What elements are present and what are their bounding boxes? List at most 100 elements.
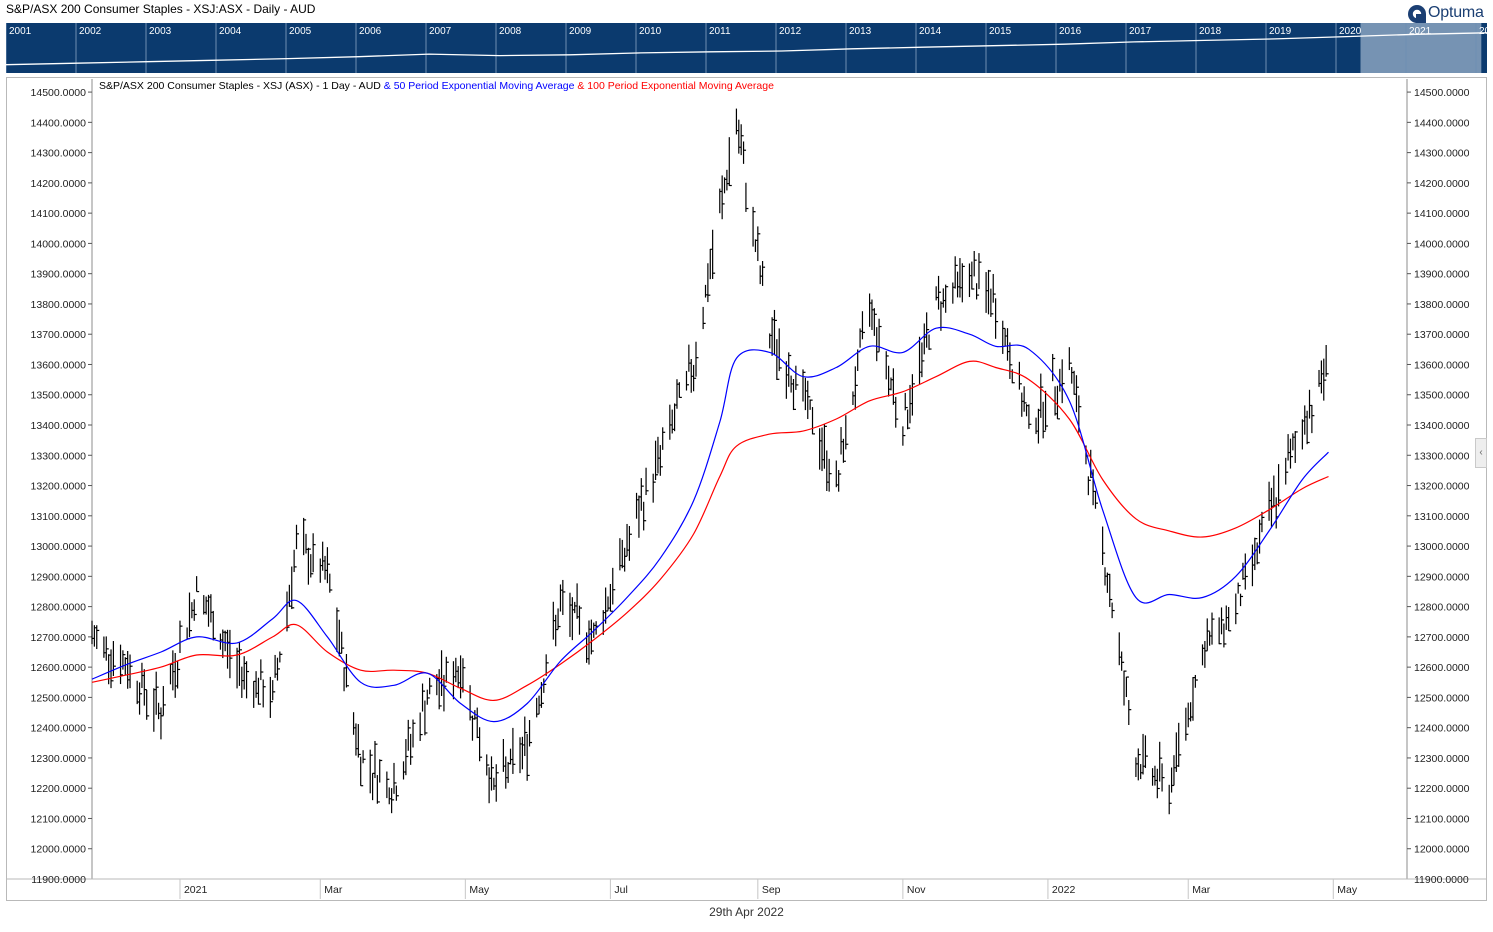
price-bar	[303, 517, 307, 556]
y-tick-label-right: 12100.0000	[1414, 813, 1470, 825]
y-tick-label-right: 13200.0000	[1414, 481, 1470, 493]
price-bar	[1128, 700, 1132, 726]
price-bar	[310, 554, 314, 578]
price-bar	[557, 608, 561, 630]
price-bar	[809, 399, 813, 410]
price-bar	[842, 438, 846, 463]
y-tick-label-left: 13900.0000	[31, 269, 87, 281]
y-tick-label-right: 13600.0000	[1414, 359, 1470, 371]
y-cut-label-left: 11900.0000	[31, 874, 86, 886]
price-bar	[1218, 617, 1222, 645]
overview-year-label: 2016	[1059, 26, 1082, 37]
price-bar	[1277, 464, 1282, 507]
price-bar	[590, 619, 594, 655]
overview-year-label: 2003	[149, 26, 172, 37]
price-bar	[1161, 763, 1165, 792]
y-tick-label-right: 14200.0000	[1414, 178, 1470, 190]
price-bar	[386, 771, 390, 799]
overview-year-label: 2019	[1269, 26, 1292, 37]
overview-year-label: 2020	[1339, 26, 1362, 37]
price-bar	[745, 182, 749, 212]
y-tick-label-left: 13700.0000	[31, 329, 87, 341]
price-bar	[257, 677, 261, 705]
y-tick-label-left: 12700.0000	[31, 632, 87, 644]
price-bar	[757, 226, 761, 262]
overview-year-label: 2013	[849, 26, 872, 37]
price-bar	[605, 587, 609, 624]
price-bar	[707, 263, 711, 303]
y-tick-label-right: 13900.0000	[1414, 269, 1470, 281]
price-bar	[578, 605, 582, 635]
price-bar	[1023, 386, 1027, 412]
overview-navigator[interactable]: 2001 2002 2003 2004 2005 2006 2007 2008 2009 2010…	[6, 23, 1487, 73]
price-bar	[1220, 607, 1225, 635]
x-tick-label: May	[1337, 884, 1358, 896]
price-bar	[1061, 359, 1065, 404]
y-tick-label-left: 12300.0000	[31, 753, 87, 765]
price-bar	[807, 380, 811, 420]
y-tick-label-left: 13200.0000	[31, 481, 87, 493]
price-bar	[685, 370, 689, 391]
price-bar	[961, 263, 965, 303]
price-bar	[391, 788, 395, 814]
overview-year-label: 2007	[429, 26, 452, 37]
price-bar	[1270, 487, 1274, 527]
price-bar	[412, 719, 416, 748]
overview-year-label: 2021	[1409, 26, 1432, 37]
price-bar	[973, 250, 977, 277]
price-bar	[1323, 358, 1327, 401]
price-bar	[761, 261, 766, 286]
price-bar	[612, 567, 616, 605]
price-bar	[536, 697, 540, 718]
price-bar	[1294, 431, 1298, 463]
price-bar	[419, 712, 423, 741]
price-bar	[495, 764, 499, 802]
price-bar	[911, 374, 915, 416]
y-tick-label-right: 13100.0000	[1414, 511, 1470, 523]
price-bar	[1223, 623, 1227, 648]
price-bar	[393, 762, 397, 794]
collapse-panel-button[interactable]: ‹	[1475, 438, 1487, 468]
price-bar	[1044, 390, 1049, 431]
overview-background	[6, 23, 1487, 73]
price-bar	[1137, 748, 1141, 781]
price-chart[interactable]: 12000.0000 12000.0000 12100.0000 12100.0000…	[0, 0, 1493, 905]
price-bar	[336, 607, 340, 653]
price-bar	[96, 625, 100, 650]
price-bar	[490, 756, 494, 791]
price-bar	[429, 677, 433, 695]
price-bar	[1178, 722, 1182, 767]
price-bar	[1194, 674, 1198, 688]
price-bar	[1028, 404, 1032, 429]
price-bar	[1018, 361, 1022, 390]
price-bar	[1244, 553, 1248, 590]
y-cut-label-right: 11900.0000	[1414, 874, 1469, 886]
price-bar	[795, 365, 799, 390]
price-bar	[1125, 676, 1129, 698]
price-bar	[562, 579, 566, 616]
price-bar	[312, 533, 316, 573]
optuma-logo-icon	[1408, 5, 1426, 24]
y-tick-label-right: 13000.0000	[1414, 541, 1470, 553]
y-tick-label-left: 12600.0000	[31, 662, 87, 674]
price-bar	[1040, 373, 1044, 418]
price-bar	[1237, 582, 1241, 594]
y-tick-label-right: 12400.0000	[1414, 723, 1470, 735]
y-tick-label-left: 14100.0000	[31, 208, 87, 220]
price-bar	[1325, 345, 1329, 377]
price-bar	[1052, 353, 1056, 382]
price-bar	[143, 669, 147, 706]
price-bar	[1289, 438, 1293, 469]
price-bar	[345, 653, 349, 688]
y-tick-label-left: 14400.0000	[31, 117, 87, 129]
price-bar	[1009, 342, 1013, 379]
price-bar	[395, 785, 399, 801]
overview-year-label: 2002	[79, 26, 102, 37]
x-tick-label: May	[469, 884, 490, 896]
overview-year-label: 2014	[919, 26, 942, 37]
price-bar	[307, 547, 311, 585]
price-bar	[379, 759, 383, 783]
price-bar	[1111, 602, 1115, 619]
price-bar	[146, 689, 150, 720]
price-bar	[1042, 401, 1046, 439]
